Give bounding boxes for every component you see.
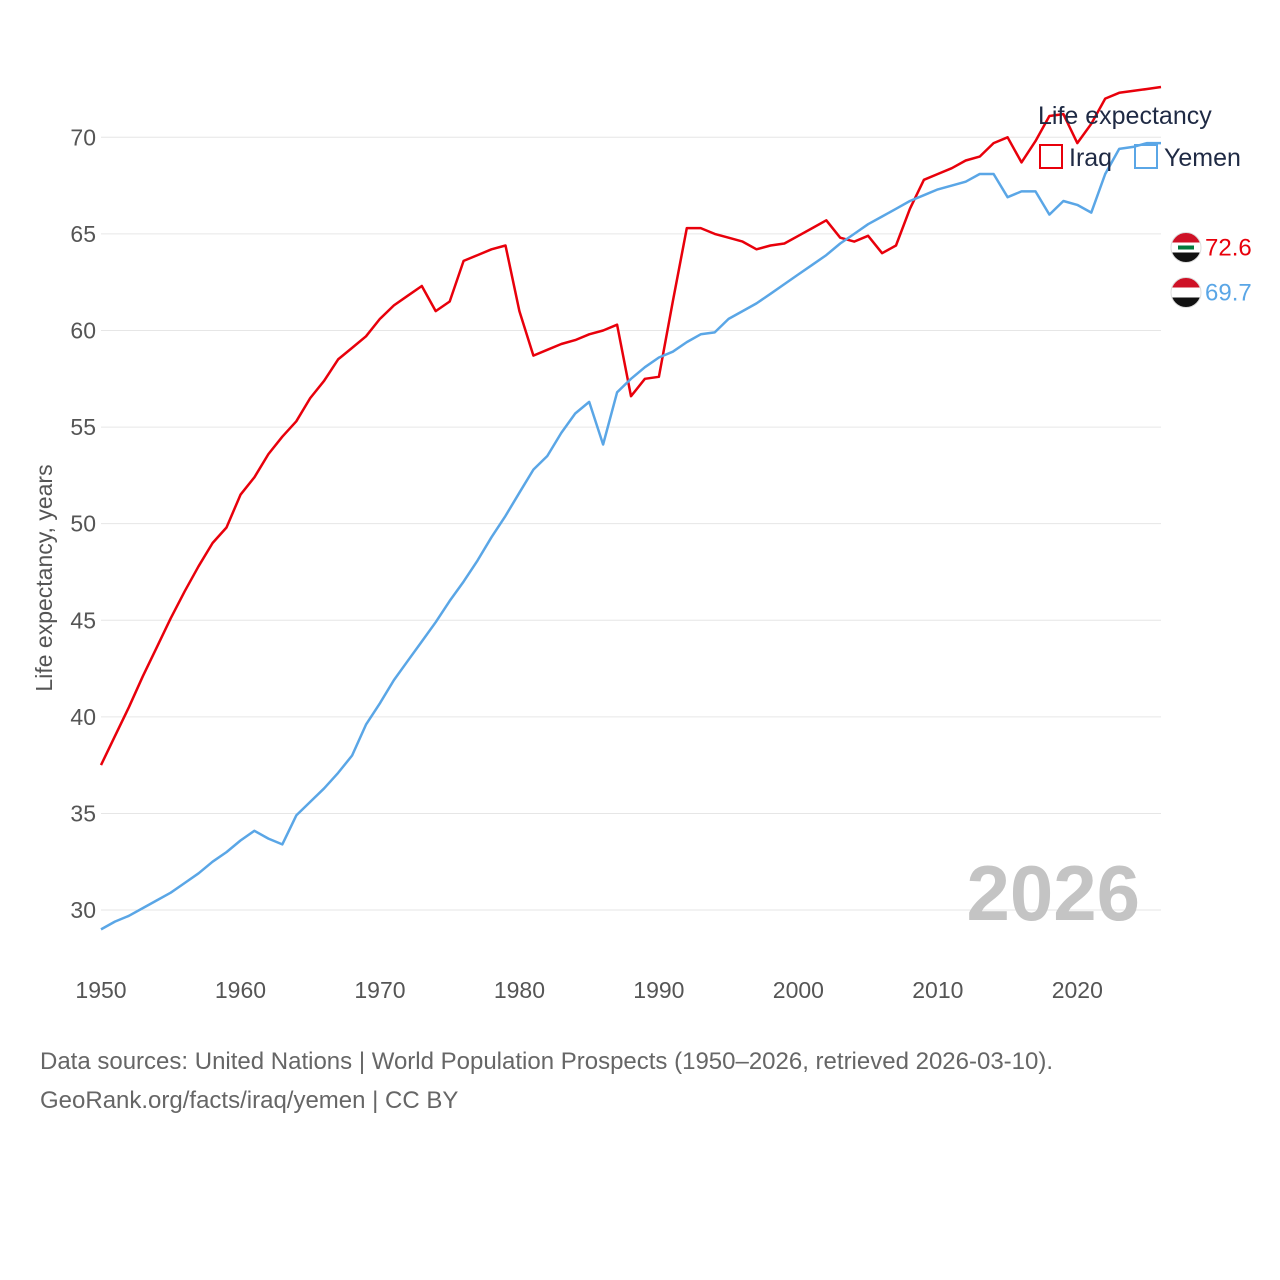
x-tick-label: 1950	[75, 977, 126, 1003]
legend-item-iraq[interactable]: Iraq	[1039, 144, 1112, 172]
x-tick-label: 2010	[912, 977, 963, 1003]
year-watermark: 2026	[966, 849, 1140, 937]
legend-title: Life expectancy	[1038, 102, 1212, 130]
source-line-1: Data sources: United Nations | World Pop…	[40, 1048, 1053, 1075]
series-line-iraq[interactable]	[99, 85, 1162, 766]
legend-swatch-iraq	[1039, 144, 1063, 169]
x-tick-label: 1990	[633, 977, 684, 1003]
iraq-flag-icon	[1171, 232, 1201, 263]
x-tick-label: 1960	[215, 977, 266, 1003]
y-tick-label: 65	[70, 221, 96, 247]
end-labels: 72.6 69.7	[1170, 232, 1252, 308]
y-tick-label: 60	[70, 317, 96, 343]
gridlines	[101, 136, 1161, 911]
y-tick-label: 35	[70, 800, 96, 826]
x-tick-label: 2000	[773, 977, 824, 1003]
y-tick-label: 55	[70, 414, 96, 440]
end-label-iraq: 72.6	[1205, 235, 1252, 262]
y-axis-ticks: 30 35 40 45 50 55 60 65 70	[70, 124, 96, 923]
flag-border	[1170, 277, 1202, 308]
y-tick-label: 30	[70, 897, 96, 923]
legend-label-yemen: Yemen	[1164, 144, 1241, 172]
source-line-2[interactable]: GeoRank.org/facts/iraq/yemen | CC BY	[40, 1087, 458, 1114]
series-lines	[99, 85, 1162, 931]
flag-border	[1170, 232, 1202, 263]
x-tick-label: 1970	[354, 977, 405, 1003]
legend: Life expectancy Iraq Yemen	[1038, 102, 1241, 172]
yemen-flag-icon	[1171, 277, 1201, 308]
legend-item-yemen[interactable]: Yemen	[1134, 144, 1241, 172]
y-tick-label: 45	[70, 607, 96, 633]
end-label-yemen: 69.7	[1205, 280, 1252, 307]
x-axis-ticks: 1950 1960 1970 1980 1990 2000 2010 2020	[75, 977, 1102, 1003]
y-axis-label: Life expectancy, years	[31, 464, 57, 691]
y-tick-label: 40	[70, 704, 96, 730]
y-tick-label: 50	[70, 511, 96, 537]
x-tick-label: 1980	[494, 977, 545, 1003]
legend-label-iraq: Iraq	[1069, 144, 1112, 172]
x-tick-label: 2020	[1052, 977, 1103, 1003]
y-tick-label: 70	[70, 124, 96, 150]
series-line-yemen[interactable]	[100, 141, 1161, 931]
legend-swatch-yemen	[1134, 144, 1158, 169]
